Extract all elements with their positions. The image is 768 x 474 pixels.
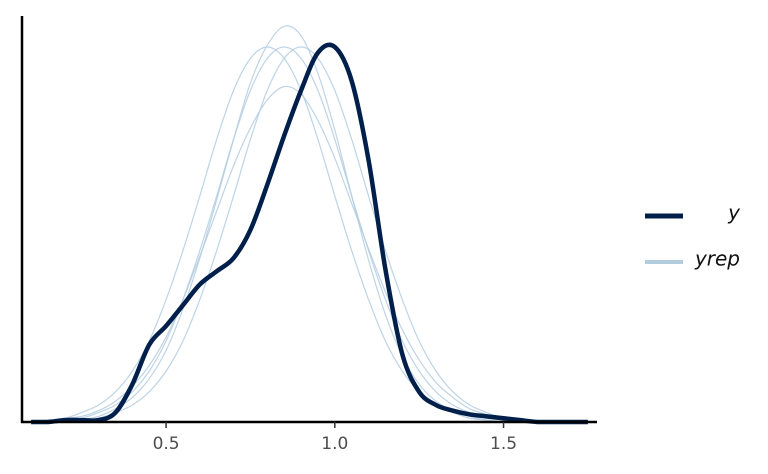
- legend: y yrep: [645, 201, 741, 271]
- density-line: [31, 85, 588, 423]
- legend-label: y: [727, 201, 741, 225]
- x-tick-label: 0.5: [153, 434, 180, 454]
- density-line: [31, 42, 588, 425]
- x-tick-label: 1.0: [321, 434, 348, 454]
- density-line: [31, 46, 588, 423]
- density-line: [31, 25, 588, 423]
- x-tick-label: 1.5: [490, 434, 517, 454]
- density-line: [31, 46, 588, 423]
- density-line: [31, 46, 588, 423]
- legend-label: yrep: [694, 247, 740, 271]
- plot-area: [31, 25, 588, 425]
